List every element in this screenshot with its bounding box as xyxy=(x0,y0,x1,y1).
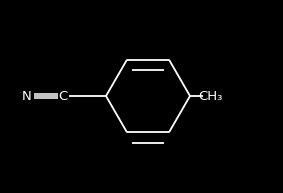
Text: C: C xyxy=(58,90,68,102)
Text: N: N xyxy=(22,90,32,102)
Text: CH₃: CH₃ xyxy=(198,90,222,102)
